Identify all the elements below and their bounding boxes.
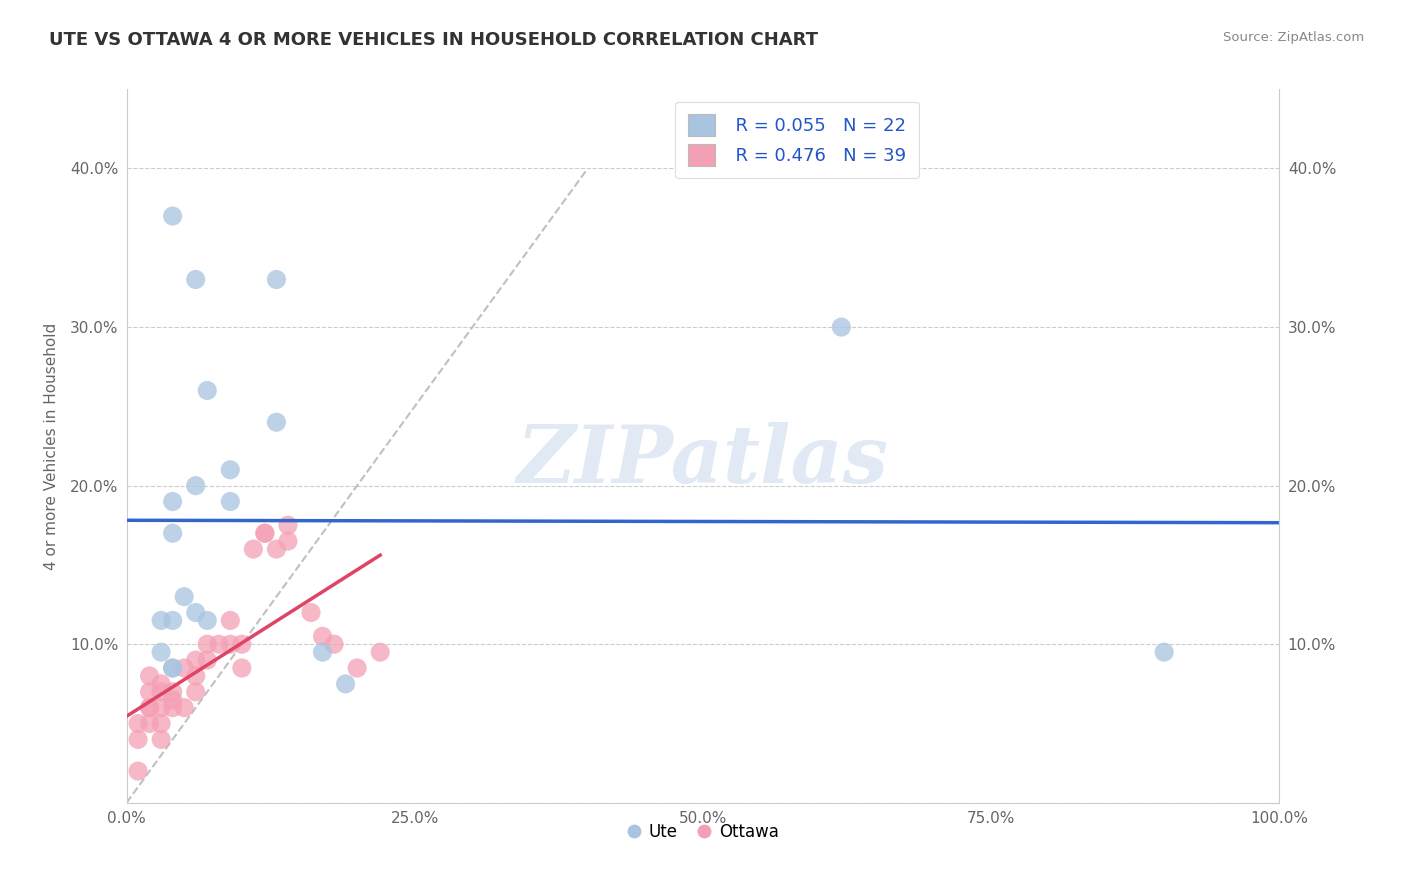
Point (162, 685, 184, 699)
Point (335, 677, 357, 691)
Point (266, 272, 288, 286)
Point (311, 629, 333, 643)
Point (231, 637, 253, 651)
Point (138, 700, 160, 714)
Legend: Ute, Ottawa: Ute, Ottawa (620, 817, 786, 848)
Text: Source: ZipAtlas.com: Source: ZipAtlas.com (1223, 31, 1364, 45)
Point (162, 692, 184, 706)
Point (127, 764, 149, 778)
Point (299, 606, 322, 620)
Point (162, 661, 184, 675)
Point (184, 685, 207, 699)
Point (242, 542, 264, 557)
Point (219, 637, 242, 651)
Point (195, 614, 218, 628)
Point (184, 606, 207, 620)
Point (368, 645, 391, 659)
Point (195, 637, 218, 651)
Point (173, 590, 195, 604)
Point (219, 494, 242, 508)
Point (184, 653, 207, 667)
Point (266, 415, 288, 429)
Point (150, 645, 173, 659)
Text: UTE VS OTTAWA 4 OR MORE VEHICLES IN HOUSEHOLD CORRELATION CHART: UTE VS OTTAWA 4 OR MORE VEHICLES IN HOUS… (49, 31, 818, 49)
Point (311, 645, 333, 659)
Point (138, 669, 160, 683)
Point (184, 669, 207, 683)
Point (150, 716, 173, 731)
Point (150, 677, 173, 691)
Point (162, 209, 184, 223)
Point (195, 384, 218, 398)
Text: ZIPatlas: ZIPatlas (517, 422, 889, 499)
Point (162, 614, 184, 628)
Point (162, 526, 184, 541)
Point (138, 716, 160, 731)
Point (208, 637, 231, 651)
Point (253, 526, 276, 541)
Y-axis label: 4 or more Vehicles in Household: 4 or more Vehicles in Household (44, 322, 59, 570)
Point (277, 518, 299, 533)
Point (253, 526, 276, 541)
Point (277, 534, 299, 549)
Point (150, 685, 173, 699)
Point (162, 700, 184, 714)
Point (150, 732, 173, 747)
Point (219, 463, 242, 477)
Point (138, 700, 160, 714)
Point (231, 661, 253, 675)
Point (184, 272, 207, 286)
Point (150, 614, 173, 628)
Point (1153, 645, 1175, 659)
Point (173, 700, 195, 714)
Point (323, 637, 346, 651)
Point (162, 494, 184, 508)
Point (184, 478, 207, 492)
Point (150, 700, 173, 714)
Point (127, 716, 149, 731)
Point (346, 661, 368, 675)
Point (219, 614, 242, 628)
Point (173, 661, 195, 675)
Point (830, 320, 852, 334)
Point (195, 653, 218, 667)
Point (162, 661, 184, 675)
Point (138, 685, 160, 699)
Point (266, 542, 288, 557)
Point (127, 732, 149, 747)
